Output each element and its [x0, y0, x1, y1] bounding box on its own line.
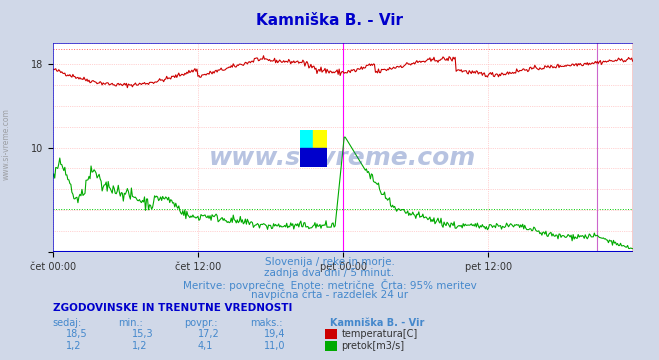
- Text: 11,0: 11,0: [264, 341, 285, 351]
- Text: www.si-vreme.com: www.si-vreme.com: [209, 146, 476, 170]
- Text: 19,4: 19,4: [264, 329, 285, 339]
- Text: Slovenija / reke in morje.: Slovenija / reke in morje.: [264, 257, 395, 267]
- Text: min.:: min.:: [119, 318, 144, 328]
- Text: www.si-vreme.com: www.si-vreme.com: [2, 108, 11, 180]
- Text: Kamniška B. - Vir: Kamniška B. - Vir: [256, 13, 403, 28]
- Text: 18,5: 18,5: [66, 329, 88, 339]
- Text: povpr.:: povpr.:: [185, 318, 218, 328]
- Text: ZGODOVINSKE IN TRENUTNE VREDNOSTI: ZGODOVINSKE IN TRENUTNE VREDNOSTI: [53, 303, 292, 313]
- Text: maks.:: maks.:: [250, 318, 283, 328]
- Text: Kamniška B. - Vir: Kamniška B. - Vir: [330, 318, 424, 328]
- Text: navpična črta - razdelek 24 ur: navpična črta - razdelek 24 ur: [251, 290, 408, 300]
- Text: Meritve: povprečne  Enote: metrične  Črta: 95% meritev: Meritve: povprečne Enote: metrične Črta:…: [183, 279, 476, 291]
- Text: temperatura[C]: temperatura[C]: [341, 329, 418, 339]
- Text: zadnja dva dni / 5 minut.: zadnja dva dni / 5 minut.: [264, 268, 395, 278]
- Text: 1,2: 1,2: [66, 341, 82, 351]
- Text: 4,1: 4,1: [198, 341, 213, 351]
- Text: sedaj:: sedaj:: [53, 318, 82, 328]
- Text: 15,3: 15,3: [132, 329, 154, 339]
- Text: 1,2: 1,2: [132, 341, 148, 351]
- Text: pretok[m3/s]: pretok[m3/s]: [341, 341, 405, 351]
- Text: 17,2: 17,2: [198, 329, 219, 339]
